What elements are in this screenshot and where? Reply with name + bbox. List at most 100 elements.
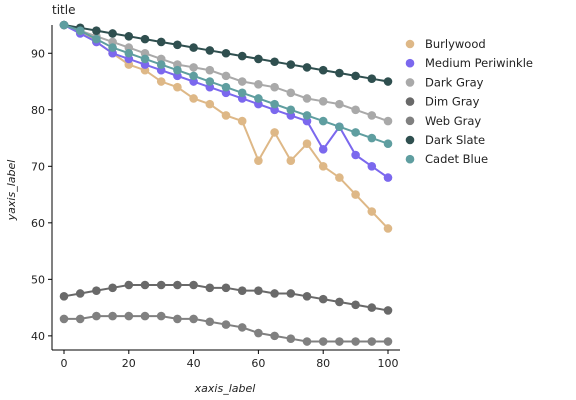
- data-point: [383, 139, 393, 148]
- data-point: [335, 68, 344, 78]
- data-point: [367, 303, 377, 312]
- data-point: [351, 337, 360, 346]
- legend-label: Web Gray: [425, 114, 481, 128]
- data-point: [140, 34, 150, 44]
- y-tick-label: 40: [31, 330, 45, 343]
- data-point: [254, 94, 263, 103]
- data-point: [383, 337, 393, 346]
- data-point: [318, 337, 328, 346]
- data-point: [286, 156, 296, 165]
- data-point: [318, 294, 328, 304]
- data-point: [189, 314, 198, 324]
- data-point: [270, 128, 279, 137]
- data-point: [108, 311, 117, 321]
- data-point: [221, 320, 231, 329]
- legend-label: Dim Gray: [425, 95, 480, 109]
- legend-marker: [405, 58, 415, 68]
- data-point: [124, 32, 134, 41]
- data-point: [189, 71, 198, 81]
- data-point: [318, 162, 328, 171]
- data-point: [237, 116, 247, 126]
- legend-label: Burlywood: [425, 37, 486, 51]
- data-point: [124, 280, 134, 290]
- data-point: [156, 60, 166, 69]
- data-point: [270, 99, 279, 109]
- series-layer: [59, 20, 393, 346]
- legend-item: Medium Periwinkle: [405, 56, 533, 70]
- data-point: [221, 48, 231, 58]
- data-point: [173, 65, 182, 75]
- data-point: [92, 34, 101, 44]
- data-point: [254, 54, 263, 64]
- data-point: [108, 29, 117, 38]
- data-point: [237, 51, 247, 61]
- data-point: [302, 139, 312, 148]
- data-point: [270, 57, 279, 67]
- data-point: [221, 283, 231, 293]
- data-point: [302, 292, 312, 301]
- data-point: [367, 74, 377, 83]
- legend-label: Cadet Blue: [425, 152, 488, 166]
- data-point: [351, 71, 360, 81]
- legend-item: Burlywood: [405, 37, 486, 51]
- legend-item: Dark Gray: [405, 75, 484, 89]
- data-point: [59, 20, 69, 30]
- data-point: [205, 317, 215, 327]
- data-point: [367, 162, 377, 171]
- data-point: [92, 26, 101, 35]
- data-point: [351, 128, 360, 137]
- series-web-gray: [59, 311, 393, 346]
- series-cadet-blue: [59, 20, 393, 148]
- data-point: [221, 71, 231, 81]
- data-point: [302, 63, 312, 72]
- data-point: [108, 283, 117, 293]
- data-point: [124, 311, 134, 321]
- data-point: [75, 26, 85, 35]
- x-tick-label: 40: [187, 357, 201, 370]
- data-point: [351, 300, 360, 310]
- x-tick-label: 80: [316, 357, 330, 370]
- data-point: [140, 311, 150, 321]
- legend-item: Cadet Blue: [405, 152, 488, 166]
- data-point: [367, 337, 377, 346]
- data-point: [270, 331, 279, 341]
- data-point: [383, 173, 393, 182]
- data-point: [59, 314, 69, 324]
- data-point: [367, 207, 377, 216]
- legend: Burlywood Medium Periwinkle Dark Gray Dim G…: [405, 37, 533, 166]
- chart-title: title: [52, 3, 75, 17]
- legend-marker: [405, 97, 415, 106]
- data-point: [254, 328, 263, 338]
- data-point: [318, 97, 328, 106]
- x-axis-label: xaxis_label: [194, 382, 256, 395]
- data-point: [173, 40, 182, 50]
- data-point: [335, 99, 344, 109]
- legend-marker: [405, 78, 415, 87]
- data-point: [254, 80, 263, 89]
- data-point: [302, 337, 312, 346]
- data-point: [351, 190, 360, 199]
- data-point: [286, 60, 296, 69]
- data-point: [189, 94, 198, 103]
- data-point: [205, 77, 215, 86]
- data-point: [205, 46, 215, 55]
- data-point: [286, 334, 296, 343]
- data-point: [237, 286, 247, 295]
- data-point: [351, 150, 360, 160]
- data-point: [205, 65, 215, 75]
- data-point: [173, 314, 182, 324]
- data-point: [140, 280, 150, 290]
- data-point: [383, 224, 393, 233]
- legend-marker: [405, 39, 415, 49]
- x-tick-label: 0: [61, 357, 68, 370]
- data-point: [335, 122, 344, 132]
- data-point: [75, 314, 85, 324]
- data-point: [92, 311, 101, 321]
- data-point: [270, 82, 279, 92]
- y-tick-label: 90: [31, 47, 45, 60]
- data-point: [254, 156, 263, 165]
- data-point: [302, 111, 312, 120]
- axes: [51, 25, 400, 351]
- data-point: [351, 105, 360, 115]
